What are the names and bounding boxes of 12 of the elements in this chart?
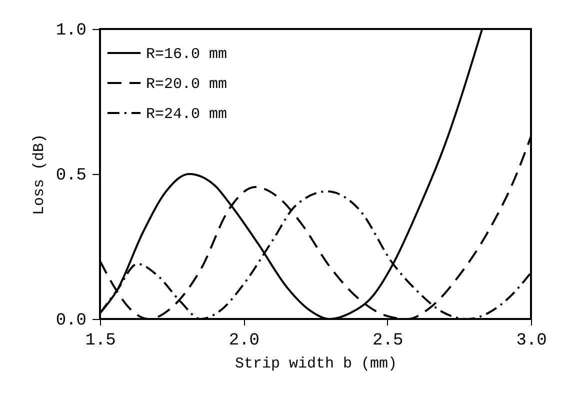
y-tick-label: 0.0 [56,312,86,330]
y-tick-label: 0.5 [56,166,86,186]
legend-label: R=24.0 mm [146,106,228,123]
x-axis-title: Strip width b (mm) [234,356,398,372]
x-tick-label: 2.5 [372,332,404,350]
x-tick-label: 1.5 [85,332,116,350]
y-axis-title: Loss (dB) [30,134,48,216]
legend-label: R=16.0 mm [146,46,228,63]
x-tick-label: 3.0 [516,332,547,350]
legend-label: R=20.0 mm [146,76,228,93]
x-tick-label: 2.0 [228,332,260,350]
y-tick-label: 1.0 [56,22,86,40]
